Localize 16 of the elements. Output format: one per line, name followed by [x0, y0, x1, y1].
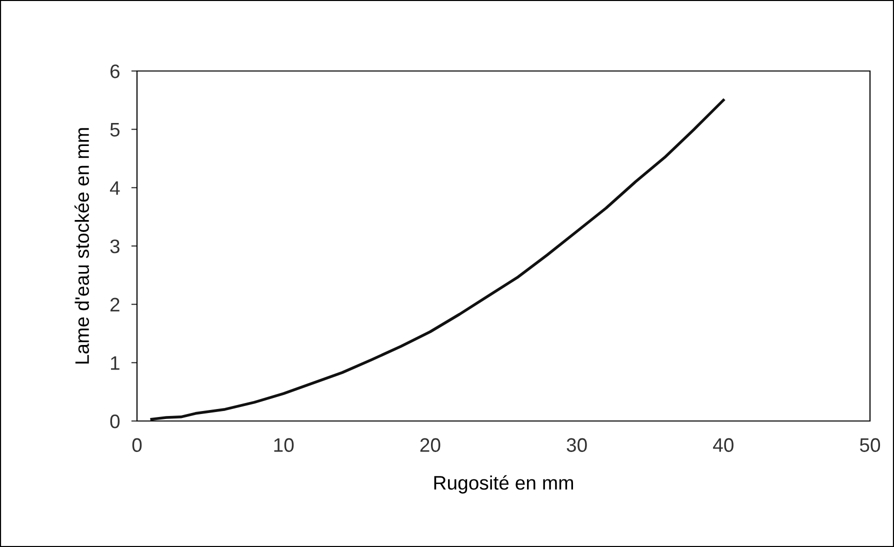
- y-tick-label: 2: [110, 298, 120, 312]
- x-tick-label: 0: [132, 438, 142, 452]
- y-tick-label: 0: [110, 414, 120, 428]
- x-tick-label: 20: [420, 438, 440, 452]
- y-tick-label: 4: [110, 181, 120, 195]
- line-series: [150, 98, 725, 421]
- y-tick-label: 5: [110, 123, 120, 137]
- y-axis-title: Lame d'eau stockée en mm: [74, 128, 90, 364]
- y-tick-label: 6: [110, 64, 120, 78]
- y-tick-label: 3: [110, 239, 120, 254]
- x-tick-label: 40: [713, 438, 734, 452]
- x-tick-label: 50: [860, 438, 880, 452]
- y-tick-label: 1: [111, 356, 120, 370]
- x-tick-label: 10: [274, 438, 294, 452]
- x-tick-label: 30: [566, 438, 587, 452]
- x-axis-title: Rugosité en mm: [434, 475, 574, 494]
